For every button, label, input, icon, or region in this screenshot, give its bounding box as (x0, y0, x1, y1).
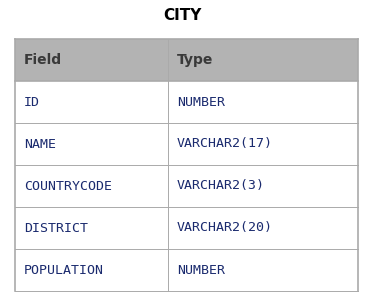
Bar (15, 207, 358, 249)
Text: COUNTRYCODE: COUNTRYCODE (24, 179, 112, 193)
Text: ID: ID (24, 95, 40, 109)
Text: VARCHAR2(17): VARCHAR2(17) (177, 137, 273, 151)
Text: VARCHAR2(20): VARCHAR2(20) (177, 221, 273, 235)
Text: NUMBER: NUMBER (177, 263, 225, 277)
Text: Field: Field (24, 53, 62, 67)
Bar (15, 165, 358, 207)
Bar (15, 39, 358, 81)
Text: VARCHAR2(3): VARCHAR2(3) (177, 179, 265, 193)
Text: DISTRICT: DISTRICT (24, 221, 88, 235)
Text: NAME: NAME (24, 137, 56, 151)
Text: POPULATION: POPULATION (24, 263, 104, 277)
Bar (15, 249, 358, 291)
Bar (15, 123, 358, 165)
Bar (15, 81, 358, 123)
Text: Type: Type (177, 53, 214, 67)
Text: CITY: CITY (163, 8, 202, 22)
Text: NUMBER: NUMBER (177, 95, 225, 109)
